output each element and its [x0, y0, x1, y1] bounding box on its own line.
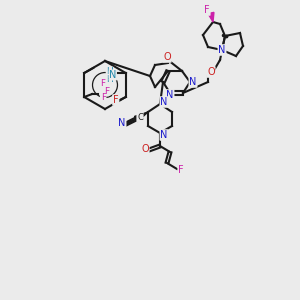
Text: N: N: [189, 77, 197, 87]
Text: O: O: [207, 67, 215, 77]
Polygon shape: [134, 112, 148, 122]
Text: O: O: [141, 144, 149, 154]
Text: F: F: [101, 94, 106, 103]
Text: N: N: [118, 118, 126, 128]
Text: F: F: [204, 5, 210, 15]
Text: F: F: [104, 86, 109, 95]
Text: N: N: [160, 97, 168, 107]
Text: C: C: [137, 112, 143, 122]
Text: H: H: [106, 68, 113, 76]
Text: F: F: [113, 95, 118, 105]
Text: F: F: [100, 80, 105, 88]
Text: N: N: [218, 45, 226, 55]
Text: N: N: [160, 130, 168, 140]
Text: N: N: [166, 90, 174, 100]
Polygon shape: [208, 12, 214, 22]
Text: H: H: [106, 76, 113, 85]
Text: F: F: [178, 165, 184, 175]
Text: N: N: [109, 70, 116, 80]
Text: O: O: [163, 52, 171, 62]
